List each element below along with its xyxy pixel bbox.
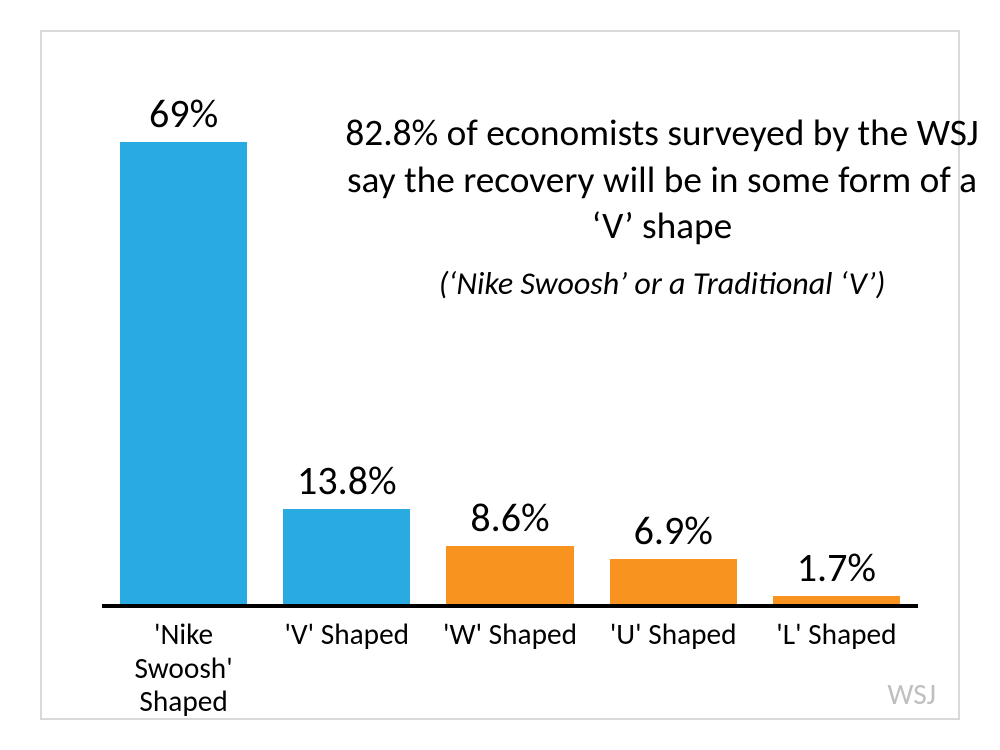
x-axis-label: 'V' Shaped [265,618,428,678]
annotation-text: 82.8% of economists surveyed by the WSJ … [342,110,982,303]
x-axis-label: 'U' Shaped [592,618,755,678]
bar-rect [283,509,410,608]
annotation-headline: 82.8% of economists surveyed by the WSJ … [342,110,982,250]
x-axis-label: 'W' Shaped [428,618,591,678]
bar-value-label: 6.9% [634,509,713,553]
x-axis-label: 'Nike Swoosh' Shaped [102,618,265,678]
annotation-subline: (‘Nike Swoosh’ or a Traditional ‘V’) [342,264,982,303]
bar-rect [120,142,247,608]
bar-rect [446,546,573,608]
bar-slot: 69% [102,92,265,608]
x-axis-line [102,604,918,608]
bar-value-label: 69% [149,92,218,136]
bar-value-label: 13.8% [297,459,397,503]
bar-value-label: 8.6% [470,496,549,540]
source-attribution: WSJ [887,676,936,712]
chart-frame: 69% 13.8% 8.6% 6.9% 1.7% 'Nike Swoosh' Shape… [40,30,960,720]
bar-rect [610,559,737,608]
bar-value-label: 1.7% [797,546,876,590]
x-axis-labels: 'Nike Swoosh' Shaped'V' Shaped'W' Shaped… [102,618,918,678]
x-axis-label: 'L' Shaped [755,618,918,678]
